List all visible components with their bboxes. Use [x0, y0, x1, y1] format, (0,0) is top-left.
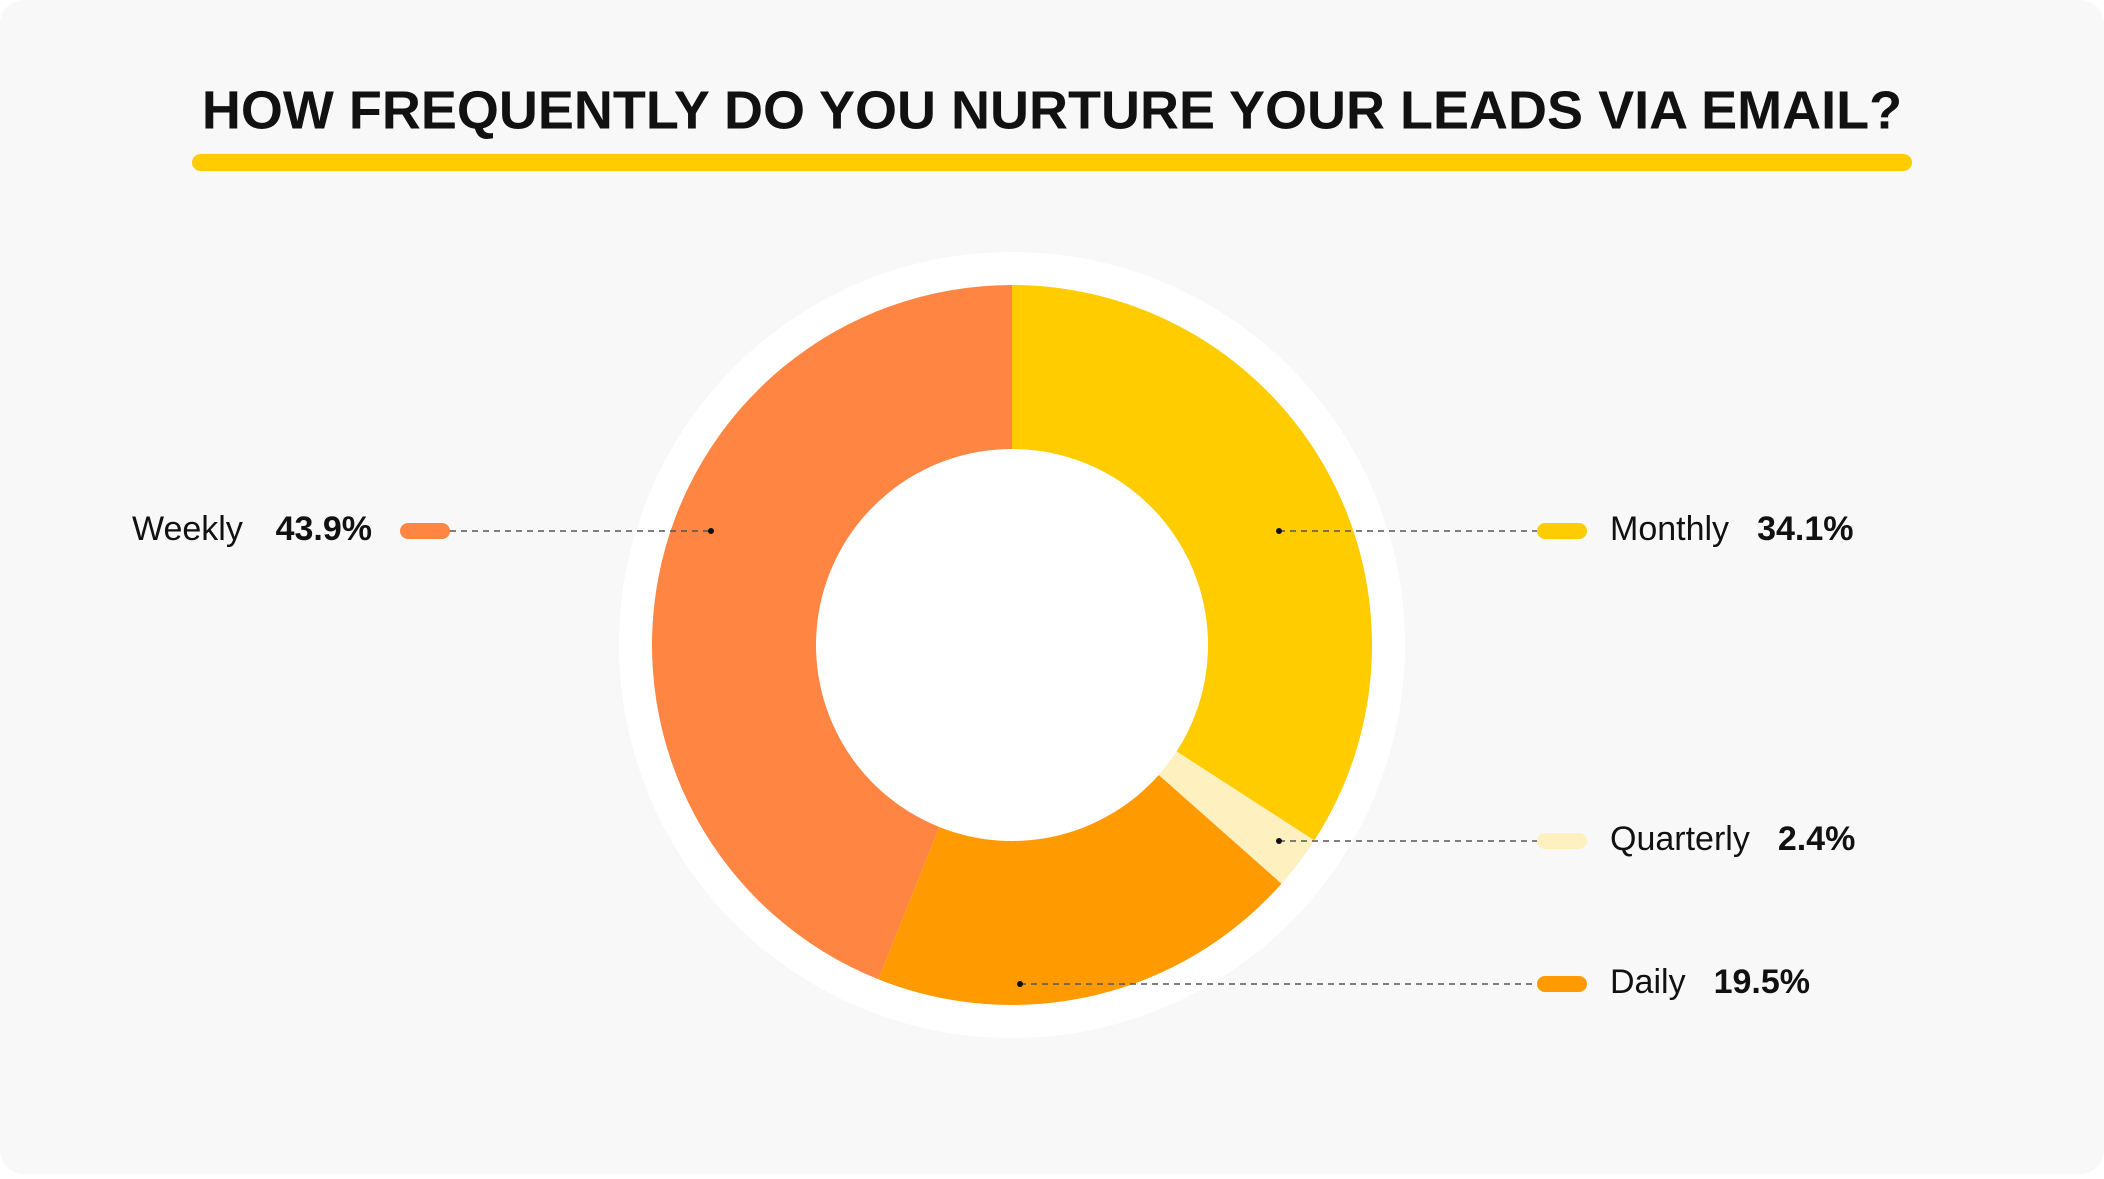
title-underline: [192, 154, 1912, 171]
leader-dot: [1017, 981, 1023, 987]
value-label: 43.9%: [276, 510, 372, 548]
chart-title: HOW FREQUENTLY DO YOU NURTURE YOUR LEADS…: [202, 80, 1902, 140]
donut-slice: [652, 285, 1012, 980]
legend-swatch: [1537, 976, 1587, 992]
donut-slice: [1158, 751, 1315, 884]
donut-slice: [1012, 285, 1373, 841]
category-label: Quarterly: [1610, 820, 1750, 858]
leader-dot: [1276, 838, 1282, 844]
value-label: 34.1%: [1757, 510, 1853, 548]
value-label: 19.5%: [1714, 963, 1810, 1001]
category-label: Weekly: [132, 510, 243, 548]
legend-swatch: [1537, 523, 1587, 539]
leader-dot: [1276, 528, 1282, 534]
leader-dot: [708, 528, 714, 534]
donut-slice: [878, 774, 1282, 1006]
legend-swatch: [1537, 833, 1587, 849]
category-label: Daily: [1610, 963, 1686, 1001]
category-label: Monthly: [1610, 510, 1729, 548]
value-label: 2.4%: [1778, 820, 1856, 858]
legend-swatch: [400, 523, 450, 539]
